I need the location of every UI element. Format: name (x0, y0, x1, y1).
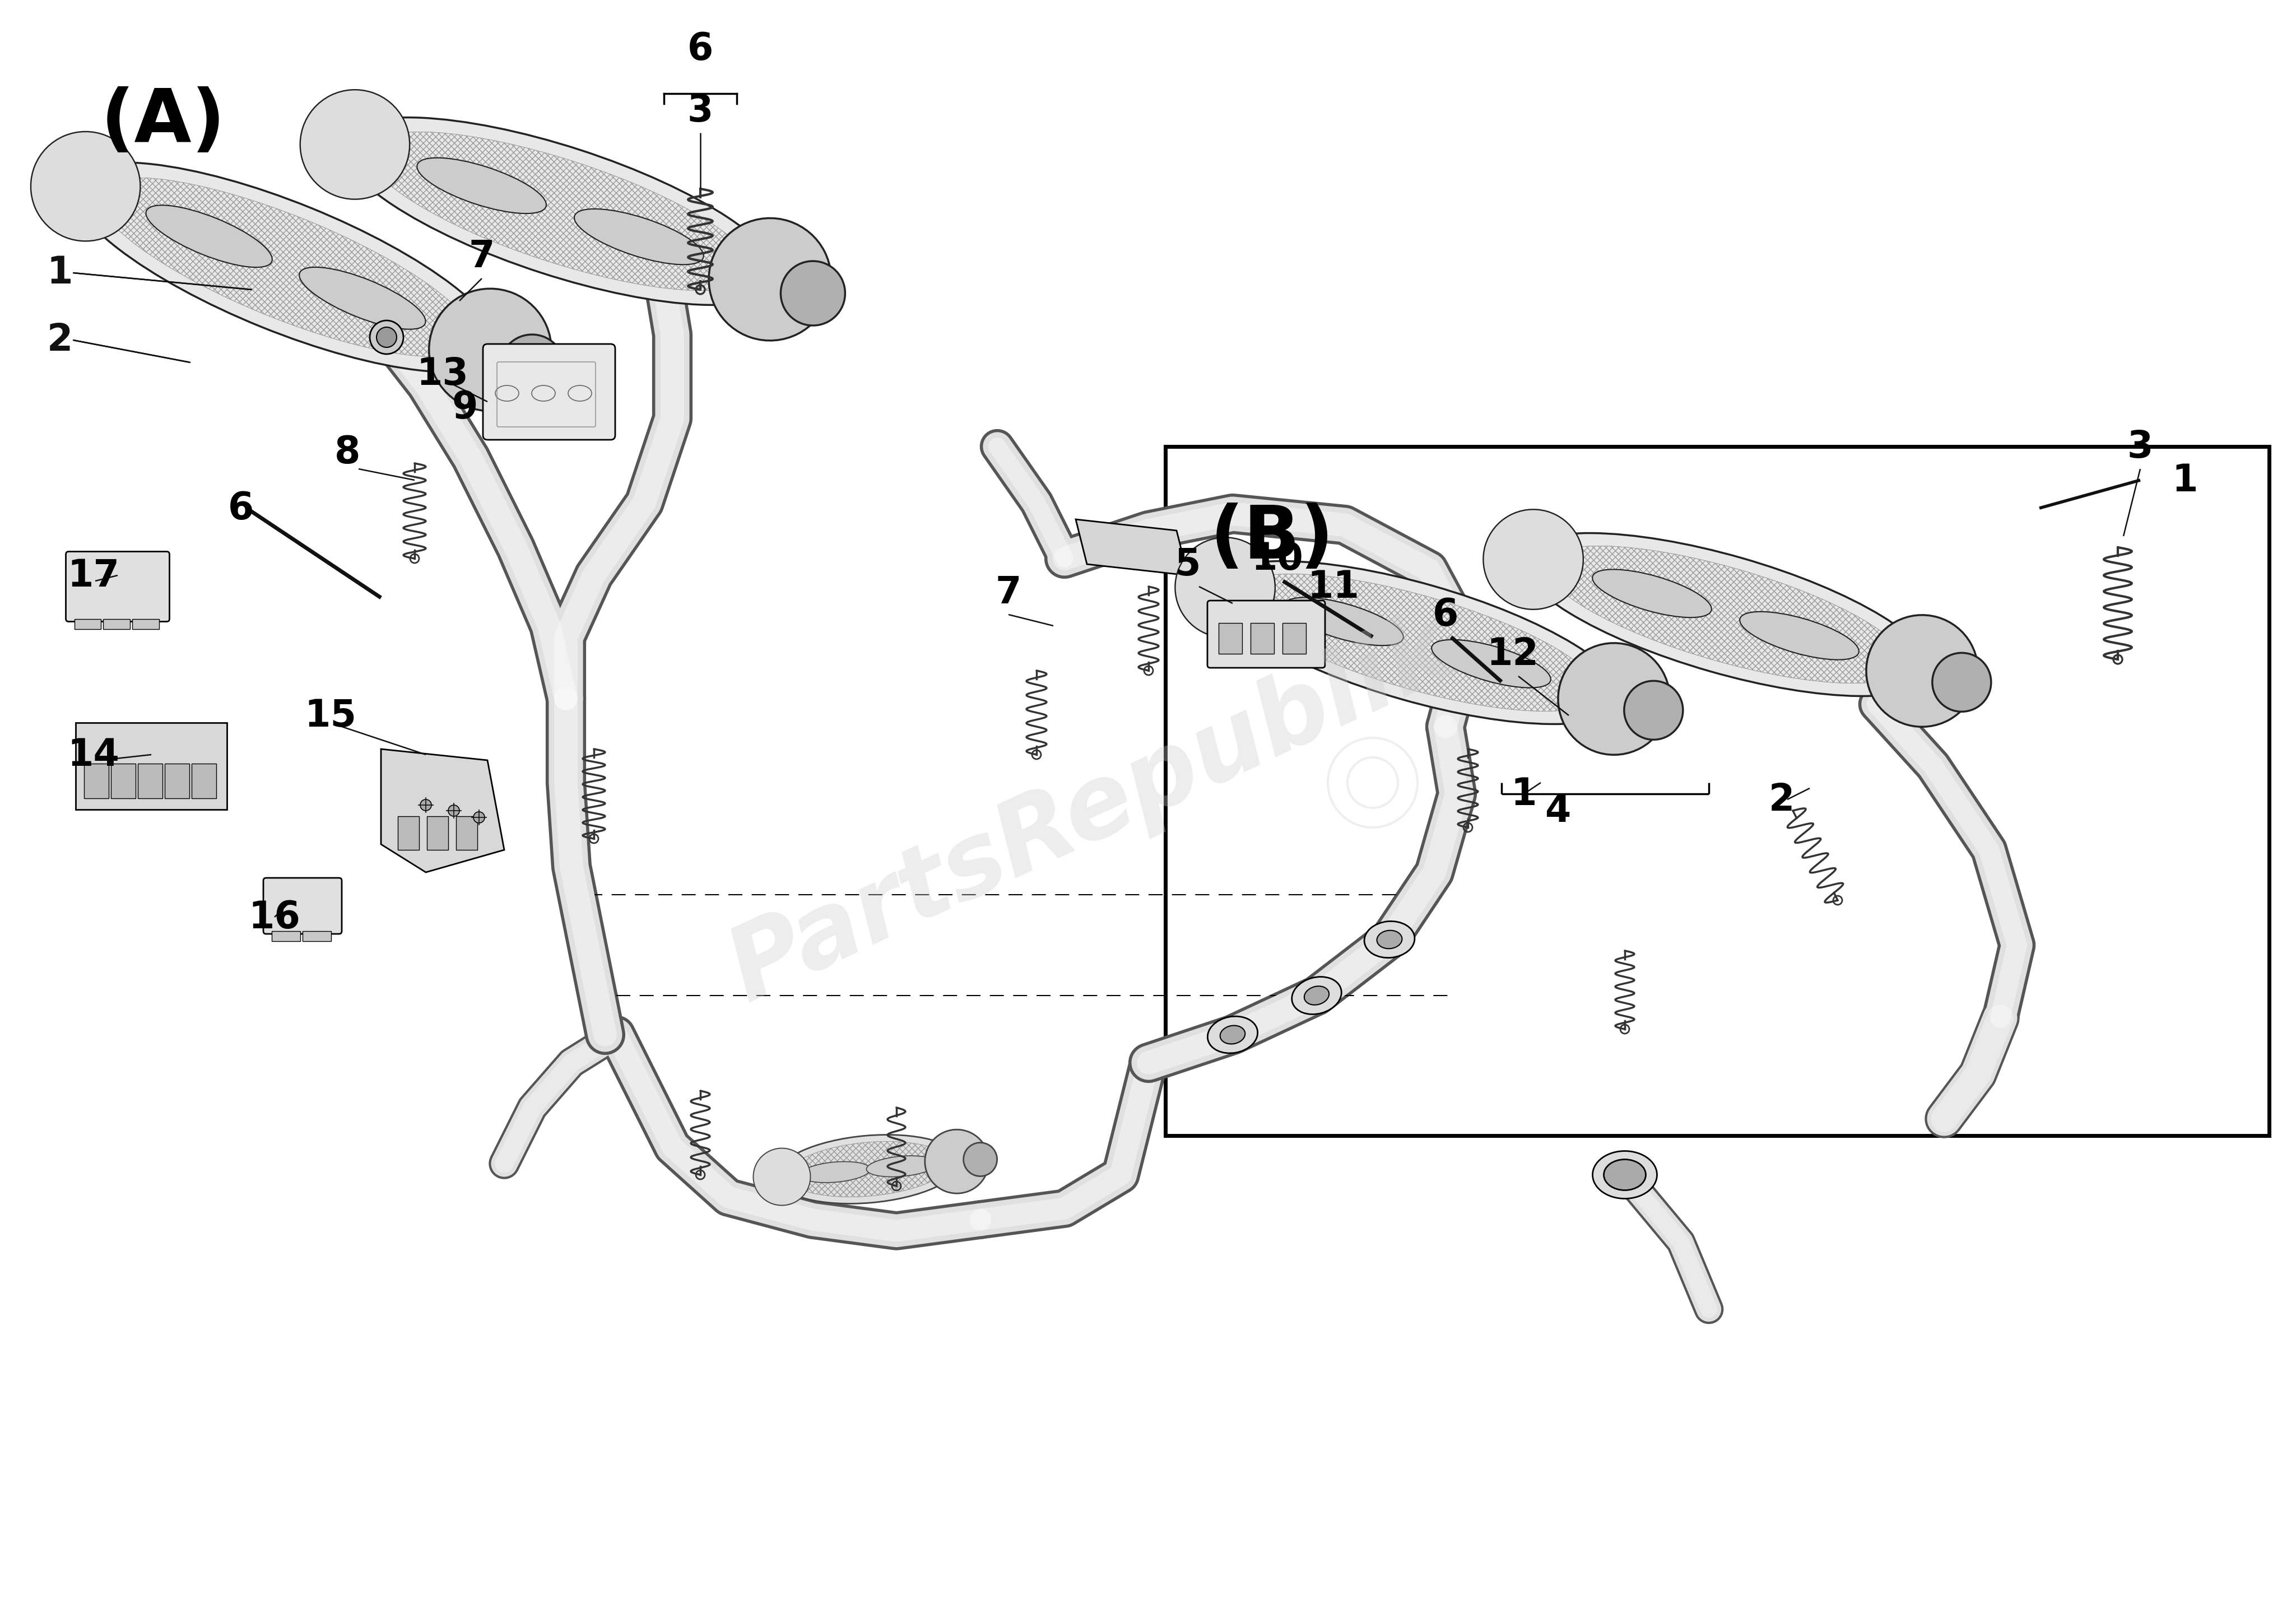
Ellipse shape (925, 1130, 990, 1193)
Polygon shape (1077, 519, 1187, 576)
Ellipse shape (1740, 612, 1860, 659)
Bar (303, 932, 331, 941)
Text: 12: 12 (1488, 636, 1538, 674)
Ellipse shape (71, 162, 501, 372)
Ellipse shape (340, 117, 781, 305)
Bar (110, 763, 135, 799)
Text: (B): (B) (1210, 503, 1334, 573)
Ellipse shape (30, 131, 140, 242)
Ellipse shape (1559, 643, 1669, 755)
Ellipse shape (147, 204, 273, 268)
FancyBboxPatch shape (67, 552, 170, 622)
Bar (1219, 623, 1242, 654)
Ellipse shape (866, 1156, 937, 1177)
Text: 16: 16 (248, 899, 301, 936)
Text: 10: 10 (1251, 540, 1304, 578)
Text: 6: 6 (1433, 597, 1458, 633)
Ellipse shape (776, 1134, 960, 1204)
Ellipse shape (1520, 532, 1931, 696)
Circle shape (448, 805, 459, 816)
Bar (457, 816, 478, 850)
Ellipse shape (1623, 682, 1683, 740)
Text: 11: 11 (1306, 568, 1359, 605)
Ellipse shape (1593, 1151, 1658, 1199)
Text: 3: 3 (687, 93, 714, 130)
Ellipse shape (429, 289, 551, 411)
Bar (1283, 623, 1306, 654)
Text: 7: 7 (468, 239, 496, 274)
Ellipse shape (1433, 639, 1550, 688)
Text: PartsRepublik: PartsRepublik (714, 599, 1472, 1022)
Ellipse shape (1293, 977, 1341, 1014)
Ellipse shape (1219, 1026, 1244, 1044)
Ellipse shape (1933, 652, 1991, 711)
Polygon shape (381, 750, 505, 872)
Ellipse shape (1378, 930, 1403, 949)
Ellipse shape (418, 157, 546, 214)
Text: 9: 9 (452, 390, 478, 427)
Bar (76, 722, 227, 810)
FancyBboxPatch shape (1208, 601, 1325, 667)
Ellipse shape (1364, 922, 1414, 958)
Ellipse shape (1212, 562, 1623, 724)
Text: 6: 6 (687, 31, 714, 68)
Text: 2: 2 (1768, 782, 1795, 818)
Bar (397, 816, 420, 850)
Circle shape (370, 320, 404, 354)
Ellipse shape (1867, 615, 1977, 727)
Text: 1: 1 (46, 255, 73, 291)
Text: (A): (A) (101, 86, 225, 157)
Text: 17: 17 (67, 557, 119, 594)
Ellipse shape (1593, 570, 1711, 617)
Bar (73, 618, 101, 628)
Text: 4: 4 (1545, 792, 1570, 829)
Bar (191, 763, 216, 799)
Ellipse shape (1304, 987, 1329, 1005)
Ellipse shape (301, 89, 409, 200)
Text: 15: 15 (305, 698, 356, 735)
Circle shape (377, 328, 397, 347)
Ellipse shape (781, 261, 845, 326)
Ellipse shape (753, 1147, 810, 1206)
Text: 3: 3 (2128, 428, 2154, 466)
Text: 13: 13 (416, 355, 468, 393)
Bar (1166, 446, 2268, 1136)
FancyBboxPatch shape (264, 878, 342, 933)
Bar (103, 618, 131, 628)
FancyBboxPatch shape (482, 344, 615, 440)
Bar (85, 763, 108, 799)
Ellipse shape (1609, 1164, 1642, 1186)
Text: 14: 14 (67, 737, 119, 774)
Circle shape (420, 800, 432, 810)
Bar (138, 763, 163, 799)
Bar (427, 816, 448, 850)
Ellipse shape (574, 209, 703, 265)
Text: 5: 5 (1176, 547, 1201, 583)
Ellipse shape (709, 217, 831, 341)
Ellipse shape (1176, 537, 1274, 638)
Text: 6: 6 (227, 490, 255, 527)
Text: 7: 7 (996, 575, 1022, 612)
Ellipse shape (1483, 510, 1584, 609)
Text: 8: 8 (335, 435, 360, 471)
Ellipse shape (501, 334, 565, 399)
Ellipse shape (964, 1143, 996, 1177)
Bar (133, 618, 158, 628)
Text: 2: 2 (46, 321, 73, 359)
Ellipse shape (1283, 597, 1403, 646)
Ellipse shape (799, 1162, 870, 1183)
Ellipse shape (1208, 1016, 1258, 1053)
Bar (271, 932, 301, 941)
Bar (165, 763, 188, 799)
Ellipse shape (1605, 1159, 1646, 1190)
Bar (1251, 623, 1274, 654)
Text: 1: 1 (1511, 776, 1536, 813)
Circle shape (473, 812, 484, 823)
Ellipse shape (298, 268, 425, 329)
Text: 1: 1 (2172, 463, 2197, 500)
